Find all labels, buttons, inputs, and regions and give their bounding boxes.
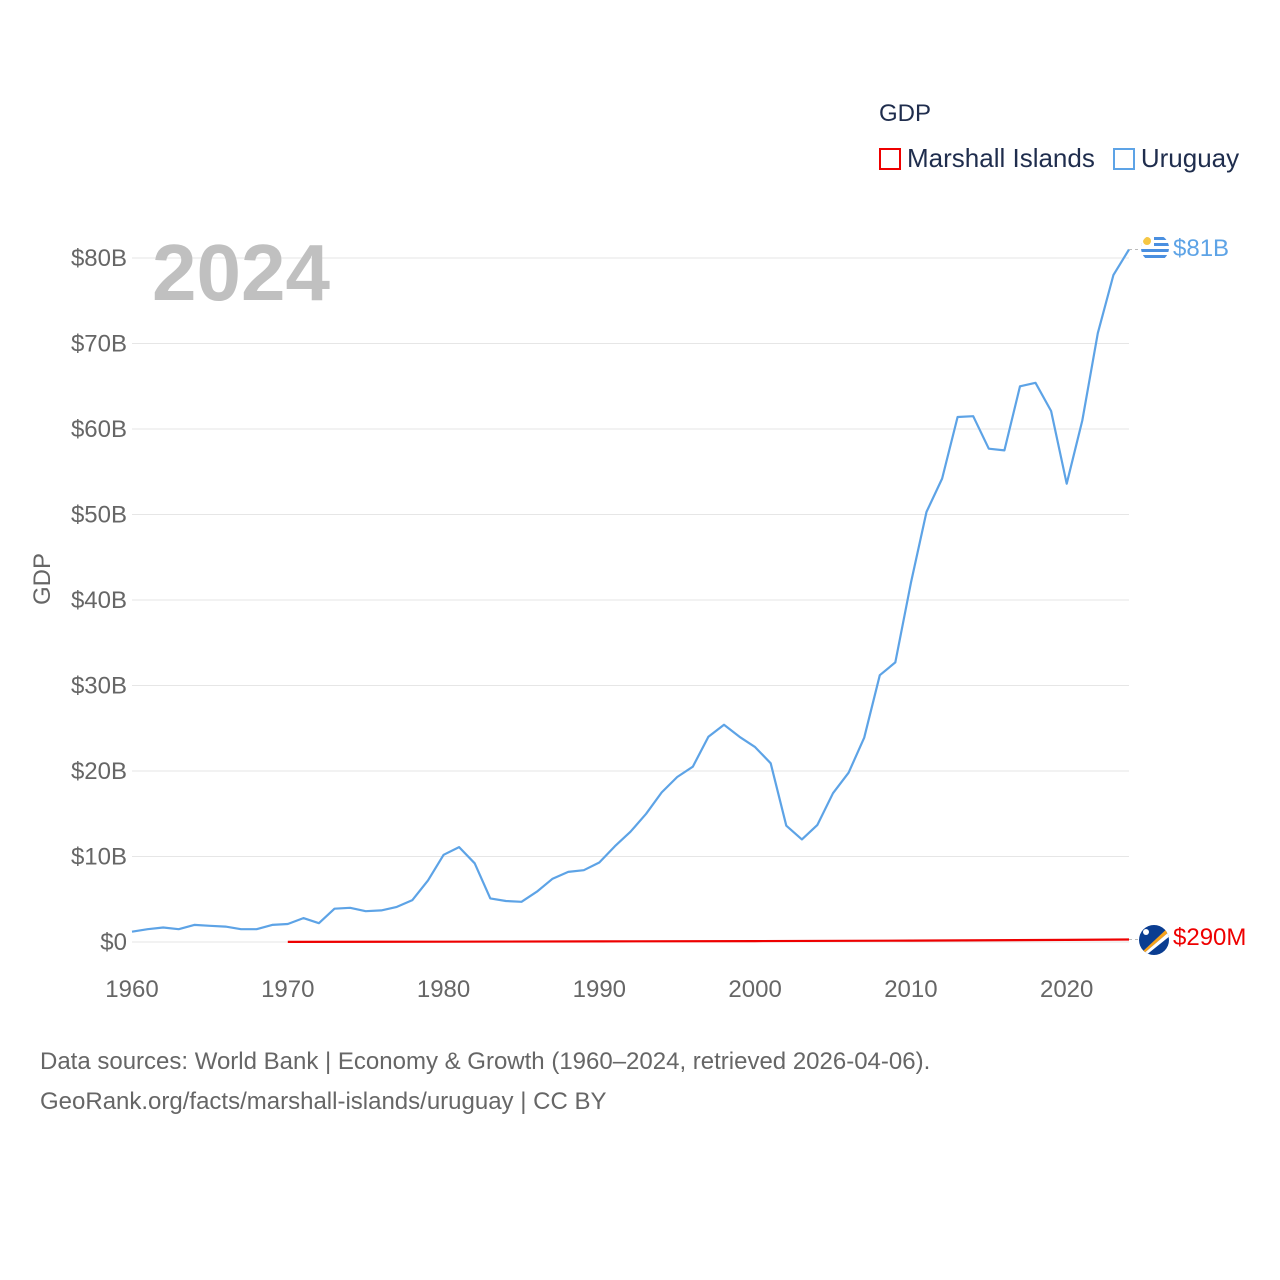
source-note: Data sources: World Bank | Economy & Gro…: [40, 1042, 930, 1122]
x-tick-label: 2010: [884, 976, 937, 1003]
legend-swatch-marshall-islands: [879, 147, 901, 170]
y-axis-label: GDP: [29, 553, 56, 605]
x-tick-label: 2000: [728, 976, 781, 1003]
grid-lines: [132, 257, 1129, 943]
legend-label-uruguay: Uruguay: [1140, 143, 1240, 173]
x-tick-label: 1970: [261, 976, 314, 1003]
y-tick-label: $30B: [71, 673, 127, 700]
y-tick-label: $50B: [71, 502, 127, 529]
year-label: 2024: [152, 228, 330, 317]
y-tick-label: $10B: [71, 844, 127, 871]
x-tick-label: 1960: [105, 976, 158, 1003]
uruguay-end-label: $81B: [1173, 235, 1229, 262]
x-tick-label: 1990: [573, 976, 626, 1003]
x-tick-label: 1980: [417, 976, 470, 1003]
series-line-uruguay: [131, 248, 1130, 933]
legend-swatch-uruguay: [1112, 147, 1135, 170]
series-line-marshall-islands: [287, 938, 1130, 943]
legend-title: GDP: [879, 100, 932, 127]
marshall-islands-end-label: $290M: [1173, 924, 1246, 951]
legend-item-uruguay[interactable]: Uruguay: [1112, 143, 1240, 174]
y-tick-label: $20B: [71, 758, 127, 785]
source-line-1: Data sources: World Bank | Economy & Gro…: [40, 1048, 931, 1075]
series-lines: [131, 248, 1140, 943]
source-line-2[interactable]: GeoRank.org/facts/marshall-islands/urugu…: [40, 1088, 607, 1115]
uruguay-flag-icon: [1141, 234, 1169, 262]
y-tick-label: $80B: [71, 245, 127, 272]
legend-item-marshall-islands[interactable]: Marshall Islands: [879, 143, 1095, 174]
y-tick-labels: $0 $10B $20B $30B $40B $50B $60B $70B $80B: [71, 245, 127, 956]
y-tick-label: $0: [100, 929, 127, 956]
legend: Marshall Islands Uruguay: [879, 143, 1257, 174]
y-tick-label: $70B: [71, 331, 127, 358]
marshall-islands-flag-icon: [1139, 925, 1169, 955]
x-tick-labels: 1960 1970 1980 1990 2000 2010 2020: [105, 976, 1093, 1003]
x-tick-label: 2020: [1040, 976, 1093, 1003]
y-tick-label: $40B: [71, 587, 127, 614]
y-tick-label: $60B: [71, 416, 127, 443]
legend-label-marshall-islands: Marshall Islands: [907, 143, 1095, 173]
